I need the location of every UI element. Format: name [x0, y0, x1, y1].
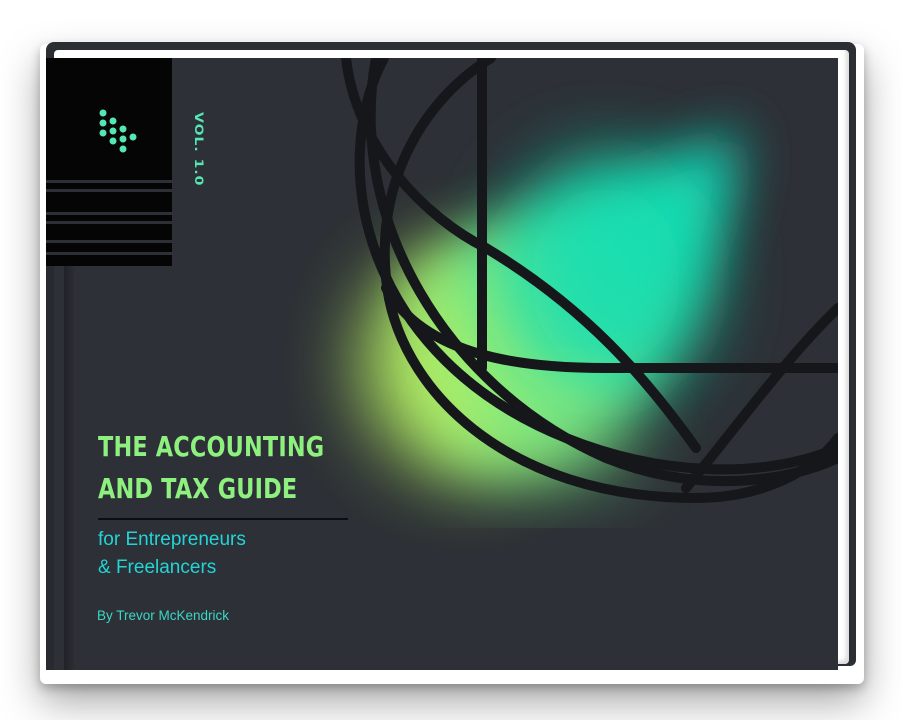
title-line-1: THE ACCOUNTING	[98, 430, 325, 463]
logo-stripe	[46, 240, 172, 243]
book-subtitle: for Entrepreneurs & Freelancers	[98, 526, 246, 582]
book-title: THE ACCOUNTING AND TAX GUIDE	[98, 426, 324, 510]
volume-label: VOL. 1.0	[191, 112, 205, 187]
logo-stripe	[46, 221, 172, 224]
logo-block	[46, 58, 172, 266]
author-byline: By Trevor McKendrick	[97, 608, 230, 623]
title-line-2: AND TAX GUIDE	[98, 472, 298, 505]
logo-stripe	[46, 212, 172, 215]
logo-dots-icon	[99, 109, 137, 153]
spine-crease	[64, 58, 74, 670]
subtitle-line-2: & Freelancers	[98, 557, 217, 578]
book-cover: VOL. 1.0 THE ACCOUNTING AND TAX GUIDE fo…	[46, 58, 838, 670]
logo-stripe	[46, 180, 172, 183]
cover-artwork	[341, 58, 838, 504]
subtitle-line-1: for Entrepreneurs	[98, 529, 246, 550]
globe-lines-graphic	[341, 58, 838, 504]
logo-stripe	[46, 252, 172, 255]
logo-stripe	[46, 189, 172, 192]
title-divider	[98, 518, 348, 520]
spine-shade	[46, 58, 54, 670]
